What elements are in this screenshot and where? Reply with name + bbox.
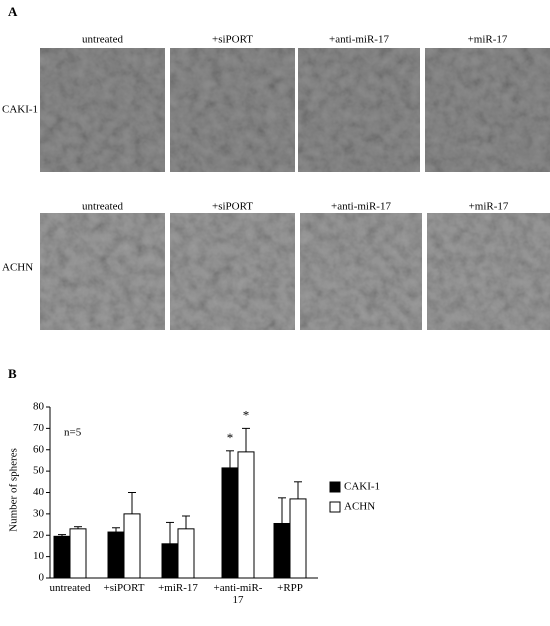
y-tick-label: 10: [33, 550, 45, 562]
micrograph: [300, 213, 422, 330]
x-tick-label: +siPORT: [103, 582, 145, 594]
x-tick-label: +anti-miR-17: [213, 582, 263, 606]
y-tick-label: 40: [33, 486, 45, 498]
row-label: ACHN: [2, 262, 33, 274]
bar: [289, 498, 307, 579]
column-label: +anti-miR-17: [329, 34, 389, 46]
y-tick-label: 70: [33, 422, 45, 434]
bar: [107, 531, 125, 579]
y-tick-label: 80: [33, 401, 45, 413]
bar: [273, 522, 291, 579]
x-tick-label: +RPP: [277, 582, 303, 594]
column-label: +siPORT: [212, 201, 253, 213]
y-tick-label: 30: [33, 507, 45, 519]
significance: *: [227, 430, 234, 445]
micrograph: [425, 48, 550, 172]
y-tick-label: 50: [33, 465, 45, 477]
bar: [177, 528, 195, 579]
x-tick-label: +miR-17: [158, 582, 198, 594]
panel-label: B: [8, 366, 17, 381]
column-label: +anti-miR-17: [331, 201, 391, 213]
row-label: CAKI-1: [2, 104, 38, 116]
micrograph: [170, 213, 295, 330]
bar: [161, 543, 179, 579]
y-tick-label: 0: [39, 572, 45, 584]
x-tick-label: untreated: [49, 582, 91, 594]
bar: [69, 528, 87, 579]
column-label: untreated: [82, 34, 123, 46]
legend-label: ACHN: [344, 501, 375, 513]
y-tick-label: 20: [33, 529, 45, 541]
micrograph: [40, 48, 165, 172]
y-axis-label: Number of spheres: [8, 448, 20, 532]
legend-swatch: [329, 501, 341, 513]
micrograph: [170, 48, 295, 172]
micrograph: [40, 213, 165, 330]
legend-label: CAKI-1: [344, 481, 380, 493]
column-label: untreated: [82, 201, 123, 213]
bar: [53, 535, 71, 579]
bar: [237, 451, 255, 579]
column-label: +miR-17: [468, 34, 508, 46]
column-label: +miR-17: [469, 201, 509, 213]
significance: *: [243, 407, 250, 422]
column-label: +siPORT: [212, 34, 253, 46]
annotation: n=5: [64, 427, 82, 439]
y-tick-label: 60: [33, 443, 45, 455]
micrograph: [427, 213, 550, 330]
bar: [123, 513, 141, 579]
panel-label: A: [8, 4, 18, 19]
bar: [221, 467, 239, 579]
legend-swatch: [329, 481, 341, 493]
micrograph: [298, 48, 420, 172]
